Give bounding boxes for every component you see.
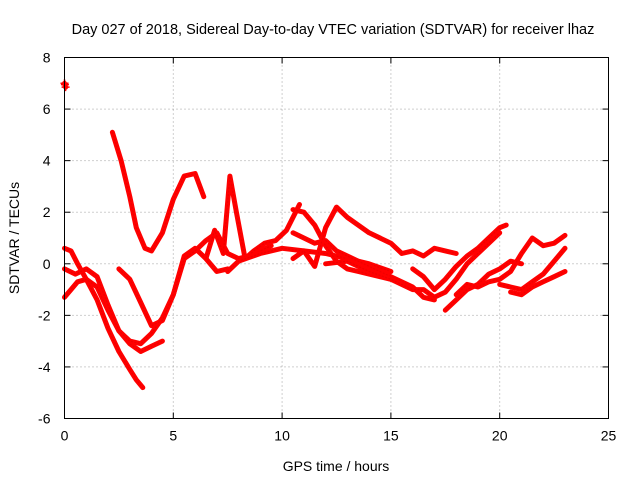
x-tick-label: 25 (601, 428, 617, 444)
series-markers (205, 175, 301, 260)
y-tick-label: 6 (43, 101, 51, 117)
chart-title: Day 027 of 2018, Sidereal Day-to-day VTE… (72, 22, 595, 38)
series-track-17 (508, 269, 568, 298)
series-track-14 (442, 258, 524, 313)
series-markers (111, 132, 205, 252)
plus-marker (61, 83, 70, 92)
x-tick-label: 20 (492, 428, 508, 444)
y-axis-label: SDTVAR / TECUs (6, 182, 22, 294)
series-markers (499, 247, 566, 291)
series-track-16 (497, 245, 568, 293)
x-tick-label: 15 (383, 428, 399, 444)
x-tick-label: 5 (169, 428, 177, 444)
series-markers (325, 232, 501, 298)
series-markers (412, 224, 507, 291)
series-layer (60, 79, 568, 391)
plot-frame (64, 57, 609, 419)
series-track-11 (290, 204, 459, 269)
series-markers (455, 234, 566, 296)
series-markers (444, 260, 522, 311)
x-tick-label: 0 (61, 428, 69, 444)
x-axis-label: GPS time / hours (283, 458, 390, 474)
y-tick-label: 4 (43, 153, 51, 169)
y-tick-label: -6 (38, 411, 51, 427)
y-tick-label: 8 (43, 50, 51, 66)
series-track-13 (410, 222, 509, 293)
x-tick-label: 10 (274, 428, 290, 444)
series-track-4 (62, 245, 231, 347)
series-track-15 (453, 232, 568, 298)
series-track-5 (109, 129, 207, 254)
series-markers (64, 247, 144, 388)
y-tick-label: 2 (43, 204, 51, 220)
series-track-12 (323, 230, 503, 300)
series-track-2 (62, 245, 146, 391)
tick-layer: 0 5 10 15 20 25 -6 -4 -2 0 2 4 6 8 (38, 50, 616, 444)
series-markers (64, 247, 228, 345)
series-markers (292, 206, 457, 268)
y-tick-label: -2 (38, 307, 51, 323)
y-tick-label: -4 (38, 359, 51, 375)
series-markers (510, 270, 566, 296)
y-tick-label: 0 (43, 256, 51, 272)
